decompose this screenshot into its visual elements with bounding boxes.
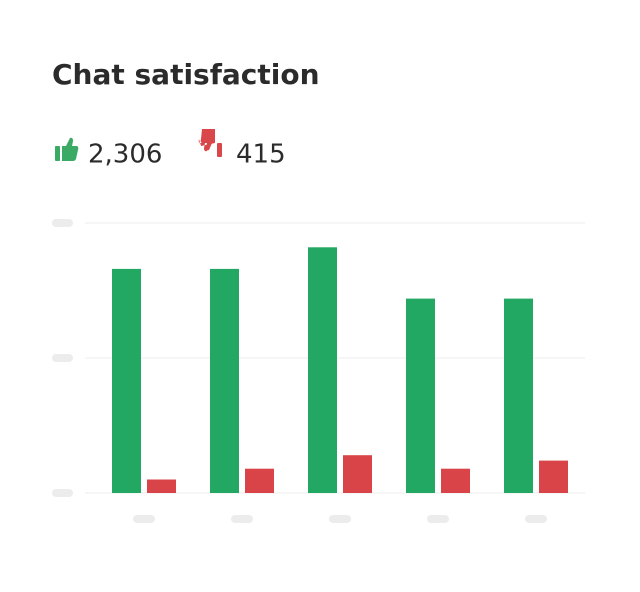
y-tick-label-placeholder (52, 219, 73, 227)
x-tick-label-placeholder (525, 515, 547, 523)
y-tick-label-placeholder (52, 489, 73, 497)
chart-title: Chat satisfaction (52, 58, 320, 91)
plot-area (52, 219, 585, 523)
bar (539, 460, 568, 493)
x-tick-label-placeholder (231, 515, 253, 523)
thumbs-down-total: 415 (236, 140, 286, 170)
bar (147, 479, 176, 493)
x-tick-label-placeholder (427, 515, 449, 523)
x-tick-label-placeholder (329, 515, 351, 523)
thumbs-down-icon (198, 129, 222, 157)
x-tick-label-placeholder (133, 515, 155, 523)
bar (245, 468, 274, 493)
thumbs-up-total: 2,306 (88, 140, 162, 170)
bar (210, 268, 239, 493)
bar (343, 455, 372, 493)
bar (441, 468, 470, 493)
bar (308, 247, 337, 493)
y-tick-label-placeholder (52, 354, 73, 362)
bar (406, 298, 435, 493)
thumbs-up-icon (55, 137, 79, 161)
bar (504, 298, 533, 493)
bar (112, 268, 141, 493)
